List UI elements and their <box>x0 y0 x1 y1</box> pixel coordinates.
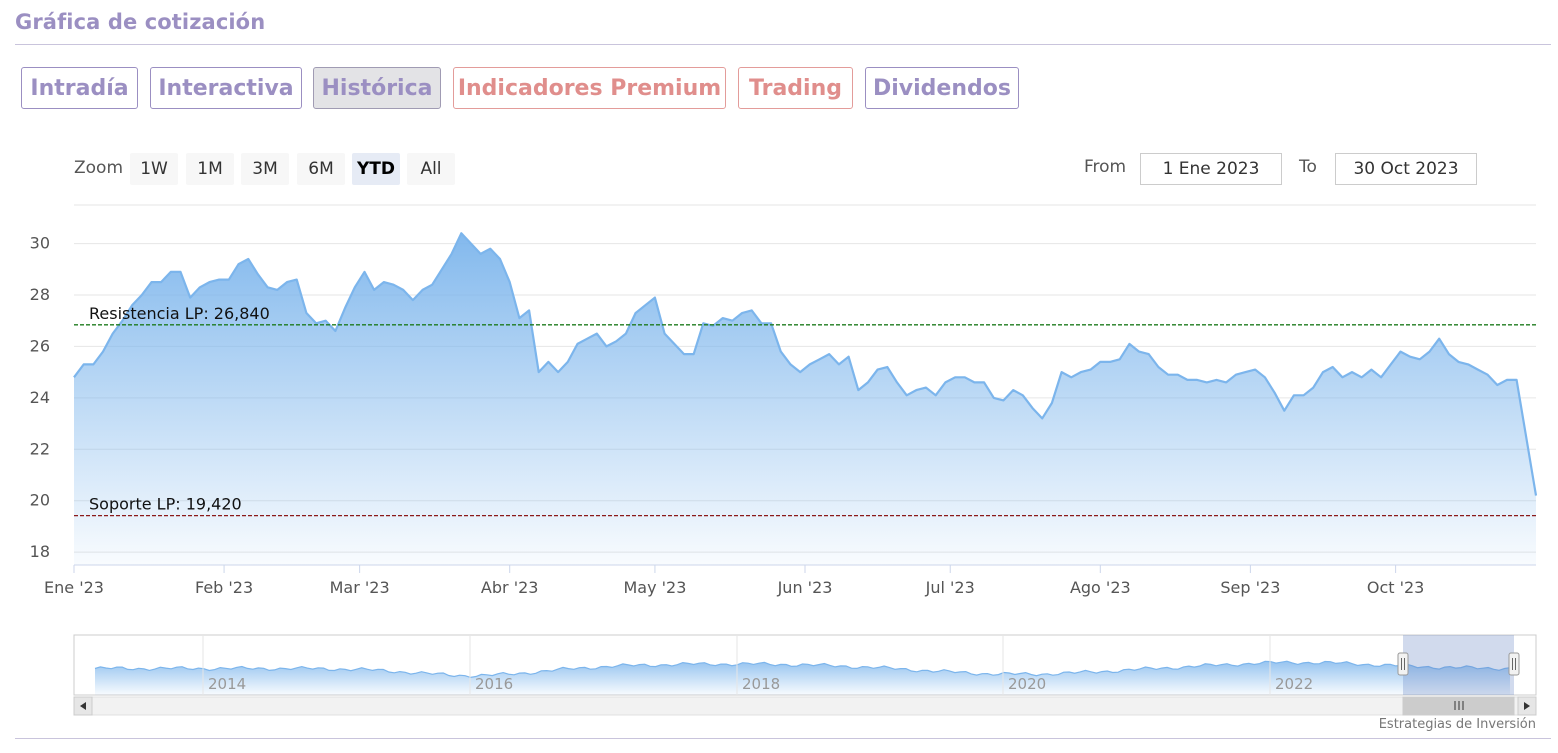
x-tick-label: Oct '23 <box>1367 578 1425 597</box>
zoom-3m-button[interactable]: 3M <box>241 153 289 185</box>
x-tick-label: Jun '23 <box>777 578 833 597</box>
navigator-year-label: 2014 <box>208 675 246 693</box>
y-tick-label: 30 <box>30 234 50 253</box>
navigator[interactable]: 2014 2016 2018 2020 2022 <box>73 634 1537 716</box>
title-divider <box>15 44 1551 45</box>
to-label: To <box>1299 157 1317 177</box>
x-axis: Ene '23 Feb '23 Mar '23 Abr '23 May '23 Jun '… <box>44 564 1536 597</box>
x-tick-label: Ago '23 <box>1070 578 1131 597</box>
y-tick-label: 18 <box>30 542 50 561</box>
zoom-all-button[interactable]: All <box>407 153 455 185</box>
page-title: Gráfica de cotización <box>15 10 266 34</box>
navigator-year-label: 2022 <box>1275 675 1313 693</box>
resistance-label: Resistencia LP: 26,840 <box>89 304 270 323</box>
credit-text: Estrategias de Inversión <box>1378 717 1536 732</box>
x-tick-label: Feb '23 <box>195 578 253 597</box>
x-tick-label: Jul '23 <box>925 578 975 597</box>
support-label: Soporte LP: 19,420 <box>89 495 242 514</box>
zoom-label: Zoom <box>74 158 124 178</box>
tab-historica[interactable]: Histórica <box>313 67 441 109</box>
tab-dividendos[interactable]: Dividendos <box>865 67 1019 109</box>
tab-indicadores-premium[interactable]: Indicadores Premium <box>453 67 726 109</box>
navigator-right-handle[interactable] <box>1508 652 1520 676</box>
arrow-left-icon <box>80 702 86 710</box>
reference-lines: Resistencia LP: 26,840 Soporte LP: 19,420 <box>74 304 1536 517</box>
arrow-right-icon <box>1524 702 1530 710</box>
navigator-left-handle[interactable] <box>1397 652 1409 676</box>
navigator-year-label: 2016 <box>475 675 513 693</box>
navigator-year-label: 2020 <box>1008 675 1046 693</box>
bottom-divider <box>15 738 1551 739</box>
y-tick-label: 24 <box>30 388 50 407</box>
x-tick-label: Mar '23 <box>330 578 390 597</box>
zoom-1w-button[interactable]: 1W <box>130 153 178 185</box>
x-tick-label: Sep '23 <box>1220 578 1280 597</box>
zoom-1m-button[interactable]: 1M <box>186 153 234 185</box>
zoom-6m-button[interactable]: 6M <box>297 153 345 185</box>
tab-interactiva[interactable]: Interactiva <box>150 67 302 109</box>
series-line <box>73 232 1538 496</box>
to-date-input[interactable]: 30 Oct 2023 <box>1335 153 1477 185</box>
tab-intradia[interactable]: Intradía <box>21 67 138 109</box>
y-tick-label: 28 <box>30 285 50 304</box>
y-tick-label: 26 <box>30 336 50 355</box>
from-date-input[interactable]: 1 Ene 2023 <box>1140 153 1282 185</box>
tab-trading[interactable]: Trading <box>738 67 853 109</box>
x-tick-label: May '23 <box>623 578 686 597</box>
scrollbar-track[interactable] <box>73 696 1537 716</box>
x-tick-label: Abr '23 <box>481 578 539 597</box>
series-area <box>74 233 1536 566</box>
navigator-line <box>94 660 1511 679</box>
navigator-year-label: 2018 <box>742 675 780 693</box>
y-tick-label: 20 <box>30 491 50 510</box>
series-layer <box>73 232 1538 566</box>
y-axis: 18 20 22 24 26 28 30 <box>30 234 50 562</box>
y-tick-label: 22 <box>30 439 50 458</box>
from-label: From <box>1084 157 1127 177</box>
zoom-ytd-button[interactable]: YTD <box>352 153 400 185</box>
navigator-selection[interactable] <box>1403 635 1514 695</box>
x-tick-label: Ene '23 <box>44 578 104 597</box>
